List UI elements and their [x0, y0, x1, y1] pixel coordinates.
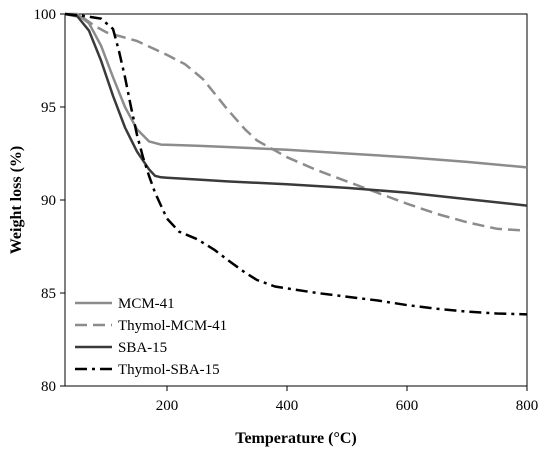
y-tick-label: 80	[41, 379, 56, 395]
legend-label-thymol-mcm-41: Thymol-MCM-41	[118, 318, 227, 334]
y-tick-label: 90	[41, 193, 56, 209]
legend-label-thymol-sba-15: Thymol-SBA-15	[118, 362, 220, 378]
y-tick-label: 100	[34, 7, 57, 23]
x-tick-label: 600	[396, 398, 419, 414]
legend-label-mcm-41: MCM-41	[118, 296, 175, 312]
x-tick-label: 400	[276, 398, 299, 414]
series-line-thymol-mcm-41	[64, 12, 528, 232]
legend-label-sba-15: SBA-15	[118, 340, 167, 356]
y-tick-label: 95	[41, 100, 56, 116]
y-tick-label: 85	[41, 286, 56, 302]
x-axis-title: Temperature (°C)	[235, 430, 356, 447]
plot-area: 80 85 90 95 100 200 400 600 800 MCM-41 Thymol-MCM-…	[34, 7, 539, 414]
x-tick-label: 800	[516, 398, 539, 414]
x-tick-label: 200	[156, 398, 179, 414]
y-axis-title: Weight loss (%)	[8, 146, 25, 254]
series-line-sba-15	[64, 12, 528, 207]
series-line-thymol-sba-15	[64, 12, 528, 316]
series-line-mcm-41	[65, 12, 528, 169]
